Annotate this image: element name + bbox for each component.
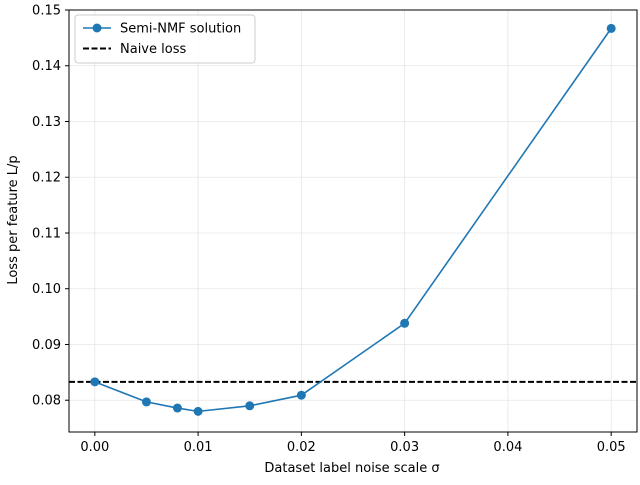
plot-frame: [68, 9, 638, 433]
x-tick-label: 0.05: [597, 440, 626, 455]
semi-nmf-point: [606, 23, 616, 33]
semi-nmf-point: [245, 401, 255, 411]
y-tick-label: 0.13: [32, 115, 61, 130]
semi-nmf-line: [94, 27, 612, 413]
legend-naive-loss-label: Naive loss: [120, 42, 186, 57]
legend-box: [74, 14, 256, 64]
semi-nmf-point: [400, 318, 410, 328]
semi-nmf-point: [141, 397, 151, 407]
legend: Semi-NMF solution Naive loss: [74, 14, 256, 64]
semi-nmf-point: [193, 406, 203, 416]
y-tick-label: 0.12: [32, 171, 61, 186]
x-tick-label: 0.00: [80, 440, 109, 455]
y-tick-label: 0.11: [32, 226, 61, 241]
x-tick-label: 0.04: [493, 440, 522, 455]
x-axis-label: Dataset label noise scale σ: [264, 461, 439, 476]
semi-nmf-point: [296, 390, 306, 400]
y-tick-label: 0.15: [32, 4, 61, 19]
axes-ticks: 0.00 0.01 0.02 0.03 0.04 0.05 0.08 0.09 0.10 0.11…: [32, 4, 626, 456]
semi-nmf-point: [90, 377, 100, 387]
y-tick-label: 0.08: [32, 394, 61, 409]
x-tick-label: 0.03: [390, 440, 419, 455]
y-tick-label: 0.14: [32, 59, 61, 74]
legend-semi-nmf-label: Semi-NMF solution: [120, 22, 241, 37]
y-axis-label: Loss per feature L/p: [6, 155, 21, 284]
series-layer: [69, 23, 637, 416]
legend-semi-nmf-marker: [92, 23, 102, 33]
x-tick-label: 0.01: [184, 440, 213, 455]
y-tick-label: 0.10: [32, 282, 61, 297]
x-tick-label: 0.02: [287, 440, 316, 455]
y-tick-label: 0.09: [32, 338, 61, 353]
semi-nmf-point: [172, 403, 182, 413]
